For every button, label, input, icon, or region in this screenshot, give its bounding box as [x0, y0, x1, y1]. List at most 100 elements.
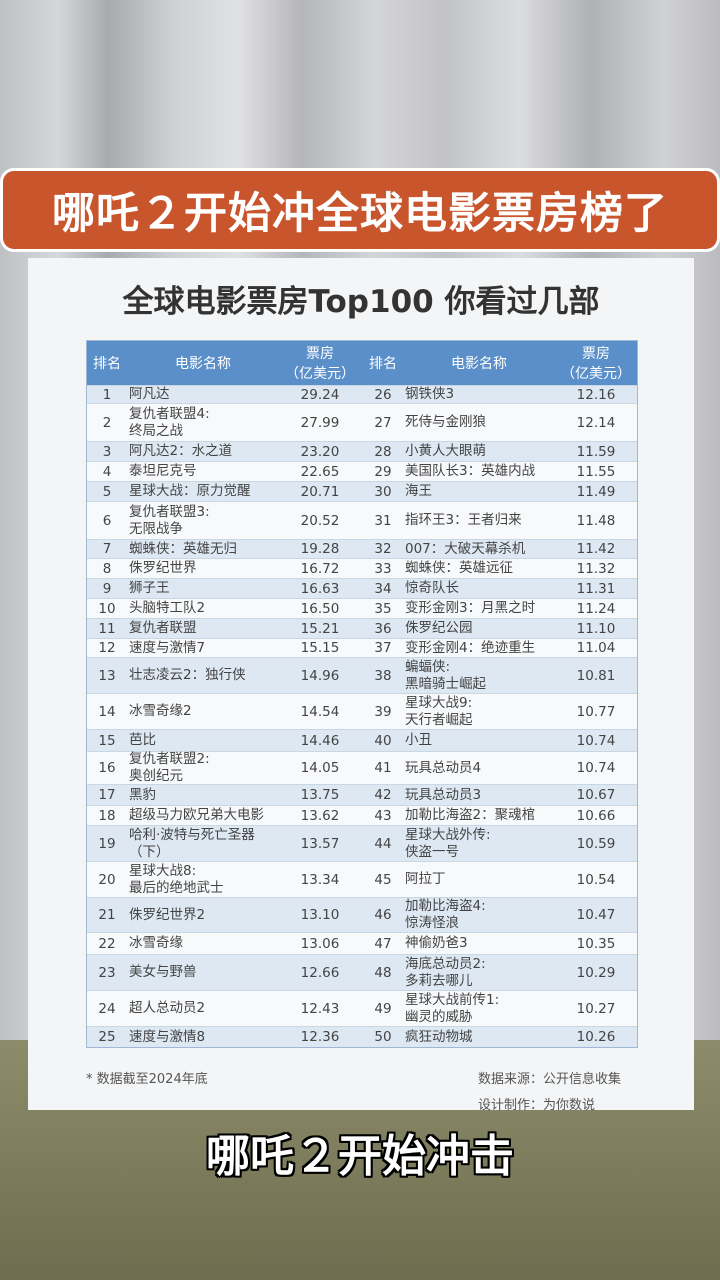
cell-name: 阿凡达	[129, 386, 170, 402]
table-row: 14 冰雪奇缘2 14.54 39 星球大战9: 天行者崛起 10.77	[87, 693, 637, 729]
cell-name: 星球大战前传1: 幽灵的威胁	[405, 991, 500, 1025]
cell-box: 11.55	[576, 463, 616, 480]
cell-name: 变形金刚4：绝迹重生	[405, 639, 536, 656]
cell-box: 27.99	[300, 414, 340, 431]
cell-box: 11.24	[576, 600, 616, 617]
cell-rank: 25	[98, 1029, 116, 1045]
cell-name: 超级马力欧兄弟大电影	[129, 807, 264, 823]
cell-rank: 20	[98, 871, 116, 888]
cell-rank: 30	[374, 483, 392, 500]
data-source: 数据来源：公开信息收集	[478, 1072, 622, 1087]
cell-rank: 5	[102, 483, 112, 500]
table-row: 25 速度与激情8 12.36 50 疯狂动物城 10.26	[87, 1026, 637, 1047]
cell-name: 星球大战：原力觉醒	[129, 483, 251, 499]
cell-rank: 15	[98, 732, 116, 749]
cell-box: 12.43	[300, 1000, 340, 1017]
header-rank: 排名	[93, 356, 121, 372]
cell-rank: 26	[374, 386, 392, 403]
cell-box: 10.47	[576, 907, 616, 923]
cell-name: 指环王3：王者归来	[405, 512, 522, 528]
cell-name: 变形金刚3：月黑之时	[405, 600, 536, 616]
cell-box: 10.81	[576, 667, 616, 684]
cell-rank: 29	[374, 463, 392, 480]
cell-rank: 21	[98, 907, 116, 923]
cell-box: 10.54	[576, 871, 616, 888]
cell-name: 007：大破天幕杀机	[405, 540, 526, 557]
cell-rank: 16	[98, 760, 116, 776]
table-row: 23 美女与野兽 12.66 48 海底总动员2: 多莉去哪儿 10.29	[87, 954, 637, 990]
cell-box: 10.74	[576, 732, 616, 749]
design-credit: 设计制作：为你数说	[478, 1098, 596, 1113]
table-row: 20 星球大战8: 最后的绝地武士 13.34 45 阿拉丁 10.54	[87, 861, 637, 897]
cell-box: 12.16	[576, 386, 616, 403]
cell-box: 15.21	[300, 620, 340, 637]
cell-rank: 6	[102, 512, 112, 529]
cell-name: 冰雪奇缘2	[129, 703, 192, 719]
cell-rank: 31	[374, 512, 392, 529]
table-row: 1 阿凡达 29.24 26 钢铁侠3 12.16	[87, 385, 637, 403]
cell-rank: 14	[98, 703, 116, 720]
cell-name: 芭比	[129, 732, 156, 748]
table-row: 7 蜘蛛侠：英雄无归 19.28 32 007：大破天幕杀机 11.42	[87, 539, 637, 558]
cell-rank: 18	[98, 807, 116, 824]
header-box: 票房 （亿美元）	[561, 346, 631, 382]
cell-rank: 33	[374, 560, 392, 577]
cell-box: 11.49	[576, 483, 616, 500]
cell-box: 10.66	[576, 807, 616, 824]
cell-box: 23.20	[300, 443, 340, 460]
cell-box: 10.67	[576, 787, 616, 803]
cell-box: 11.31	[576, 580, 616, 597]
cell-name: 加勒比海盗2：聚魂棺	[405, 807, 536, 823]
cell-rank: 43	[374, 807, 392, 824]
table-header: 排名 电影名称 票房 （亿美元） 排名 电影名称 票房 （亿美元）	[87, 341, 637, 385]
cell-box: 22.65	[300, 463, 340, 480]
table-row: 9 狮子王 16.63 34 惊奇队长 11.31	[87, 578, 637, 598]
cell-box: 10.26	[576, 1029, 616, 1045]
cell-box: 15.15	[300, 640, 340, 656]
cell-name: 小黄人大眼萌	[405, 443, 486, 459]
video-subtitle: 哪吒２开始冲击	[206, 1131, 514, 1182]
cell-name: 美国队长3：英雄内战	[405, 463, 536, 479]
cell-name: 蜘蛛侠：英雄无归	[129, 540, 237, 557]
table-row: 5 星球大战：原力觉醒 20.71 30 海王 11.49	[87, 481, 637, 501]
cell-name: 阿凡达2：水之道	[129, 443, 233, 459]
cell-name: 侏罗纪世界2	[129, 906, 206, 923]
cell-name: 死侍与金刚狼	[405, 414, 486, 430]
cell-name: 玩具总动员3	[405, 786, 482, 803]
cell-rank: 11	[98, 620, 116, 637]
cell-box: 16.72	[300, 560, 340, 577]
data-note: * 数据截至2024年底	[86, 1072, 208, 1087]
cell-box: 13.34	[300, 871, 340, 888]
cell-name: 侏罗纪公园	[405, 620, 473, 636]
cell-rank: 50	[374, 1029, 392, 1045]
cell-box: 13.06	[300, 935, 340, 952]
cell-box: 13.57	[300, 835, 340, 852]
cell-box: 10.77	[576, 703, 616, 720]
cell-rank: 47	[374, 935, 392, 952]
cell-rank: 41	[374, 760, 392, 776]
cell-box: 11.10	[576, 620, 616, 637]
ranking-table: 排名 电影名称 票房 （亿美元） 排名 电影名称 票房 （亿美元） 1 阿凡达 29.24 26…	[86, 340, 638, 1048]
cell-name: 侏罗纪世界	[129, 560, 197, 576]
cell-name: 星球大战外传: 侠盗一号	[405, 826, 491, 860]
cell-box: 14.96	[300, 667, 340, 684]
cell-box: 13.10	[300, 907, 340, 923]
cell-name: 美女与野兽	[129, 964, 197, 980]
cell-rank: 35	[374, 600, 392, 617]
cell-rank: 7	[102, 541, 112, 557]
cell-rank: 48	[374, 964, 392, 981]
cell-name: 神偷奶爸3	[405, 935, 468, 951]
cell-box: 14.05	[300, 760, 340, 776]
table-row: 21 侏罗纪世界2 13.10 46 加勒比海盗4: 惊涛怪浪 10.47	[87, 897, 637, 932]
cell-rank: 45	[374, 871, 392, 888]
cell-box: 14.54	[300, 703, 340, 720]
cell-rank: 28	[374, 443, 392, 460]
cell-name: 阿拉丁	[405, 871, 446, 887]
cell-box: 12.36	[300, 1029, 340, 1045]
cell-rank: 23	[98, 964, 116, 981]
cell-name: 速度与激情7	[129, 639, 206, 656]
cell-name: 星球大战9: 天行者崛起	[405, 694, 473, 728]
cell-box: 19.28	[300, 541, 340, 557]
table-row: 10 头脑特工队2 16.50 35 变形金刚3：月黑之时 11.24	[87, 598, 637, 618]
cell-box: 11.42	[576, 541, 616, 557]
